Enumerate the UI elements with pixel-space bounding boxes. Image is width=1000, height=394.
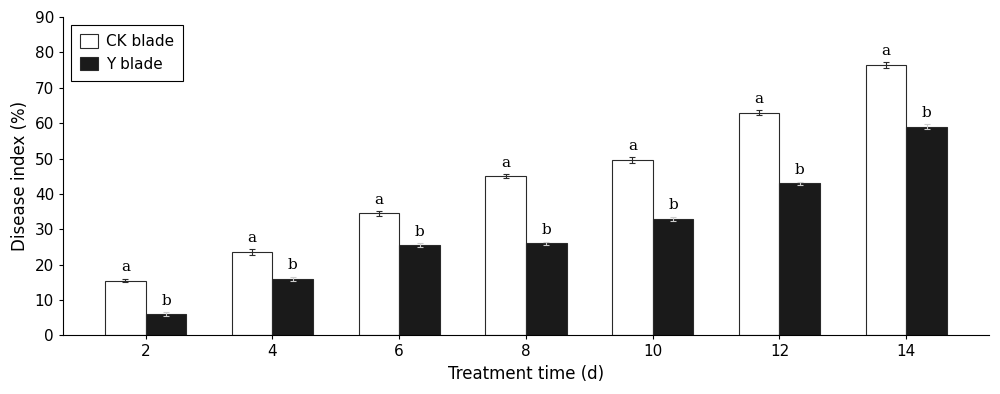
Y-axis label: Disease index (%): Disease index (%) <box>11 101 29 251</box>
Text: a: a <box>501 156 510 170</box>
Bar <box>232 252 272 335</box>
Bar <box>779 183 820 335</box>
Bar <box>739 113 779 335</box>
Text: b: b <box>415 225 424 239</box>
Bar <box>526 243 567 335</box>
Text: b: b <box>668 198 678 212</box>
Text: a: a <box>248 231 257 245</box>
Bar <box>906 127 947 335</box>
Text: b: b <box>795 163 805 177</box>
Bar <box>485 176 526 335</box>
Text: b: b <box>541 223 551 237</box>
Bar <box>146 314 186 335</box>
Text: b: b <box>161 294 171 308</box>
Text: a: a <box>121 260 130 275</box>
X-axis label: Treatment time (d): Treatment time (d) <box>448 365 604 383</box>
Bar <box>653 219 693 335</box>
Bar <box>866 65 906 335</box>
Text: a: a <box>755 92 764 106</box>
Bar <box>399 245 440 335</box>
Bar <box>105 281 146 335</box>
Bar <box>272 279 313 335</box>
Bar <box>612 160 653 335</box>
Bar <box>359 213 399 335</box>
Legend: CK blade, Y blade: CK blade, Y blade <box>71 25 183 81</box>
Text: b: b <box>922 106 931 120</box>
Text: a: a <box>881 44 890 58</box>
Text: b: b <box>288 258 298 272</box>
Text: a: a <box>374 193 383 206</box>
Text: a: a <box>628 139 637 153</box>
